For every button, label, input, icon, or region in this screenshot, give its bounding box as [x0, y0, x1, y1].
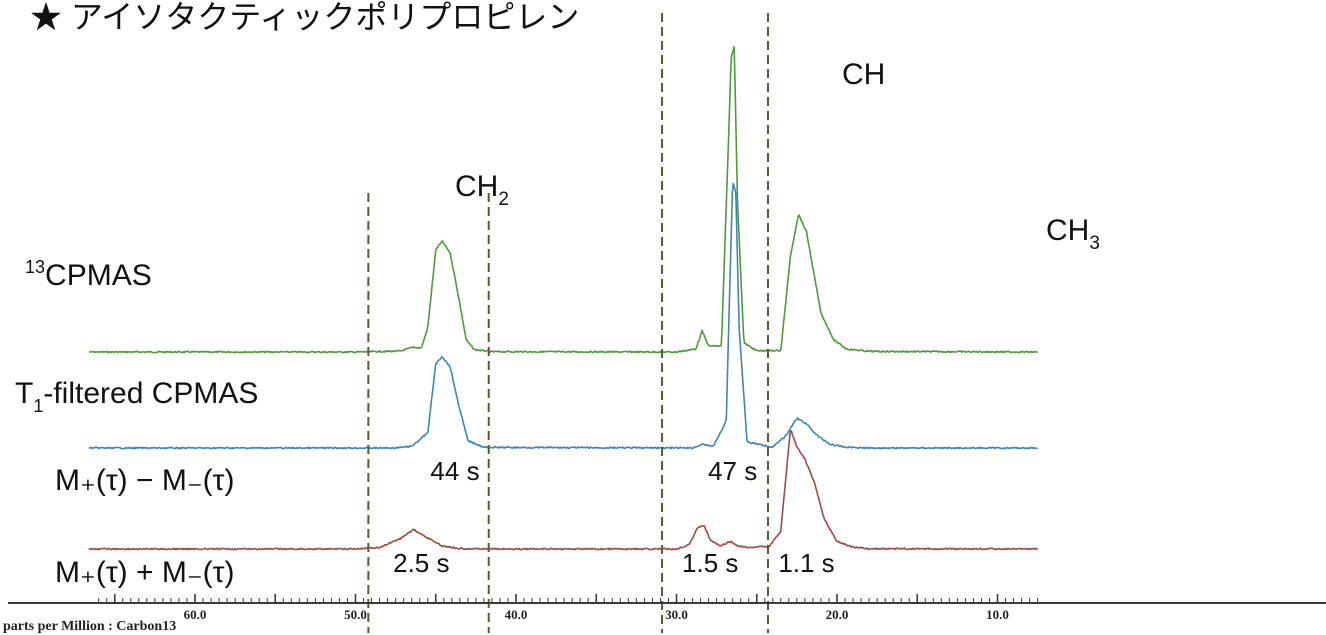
spectra-layer — [88, 45, 1038, 551]
peak-label-ch3: CH3 — [1046, 214, 1100, 254]
x-tick-label: 10.0 — [986, 607, 1009, 622]
cp-text: CPMAS — [45, 259, 152, 292]
chart-title: ★ アイソタクティックポリプロピレン — [30, 0, 579, 35]
spectrum-series-1 — [88, 45, 1038, 354]
t1-value-label: 1.5 s — [682, 548, 738, 578]
cp-superscript: 13 — [25, 257, 45, 277]
x-axis: 60.0 50.0 40.0 30.0 20.0 10.0 — [8, 594, 1326, 622]
t1-value-label: 47 s — [708, 456, 757, 486]
t1-value-labels: 44 s 47 s 2.5 s 1.5 s 1.1 s — [393, 456, 835, 578]
row-label-13c-cpmas: 13CPMAS — [25, 257, 152, 292]
spectrum-series-2 — [88, 182, 1038, 450]
x-tick-label: 30.0 — [665, 607, 688, 622]
ch3-base: CH — [1046, 214, 1089, 247]
ch2-base: CH — [455, 170, 498, 203]
x-tick-label: 40.0 — [505, 607, 528, 622]
x-axis-label: parts per Million : Carbon13 — [3, 619, 176, 634]
t1-base: T — [15, 377, 33, 410]
x-tick-label: 50.0 — [344, 607, 367, 622]
x-tick-label: 20.0 — [826, 607, 849, 622]
boundary-lines — [367, 13, 769, 633]
ch3-subscript: 3 — [1089, 233, 1100, 254]
t1-value-label: 1.1 s — [778, 548, 834, 578]
peak-label-ch: CH — [842, 58, 885, 91]
t1-subscript: 1 — [33, 396, 43, 416]
t1-value-label: 2.5 s — [393, 548, 449, 578]
t1-value-label: 44 s — [430, 456, 479, 486]
row-label-t1-filtered: T1-filtered CPMAS — [15, 377, 258, 416]
t1-rest: -filtered CPMAS — [43, 377, 258, 410]
peak-label-ch2: CH2 — [455, 170, 509, 210]
spectrum-series-3 — [88, 430, 1038, 551]
x-tick-label: 60.0 — [184, 607, 207, 622]
row-label-difference: M₊(τ) − M₋(τ) — [55, 464, 235, 497]
row-label-sum: M₊(τ) + M₋(τ) — [55, 556, 235, 589]
ch2-subscript: 2 — [498, 189, 509, 210]
